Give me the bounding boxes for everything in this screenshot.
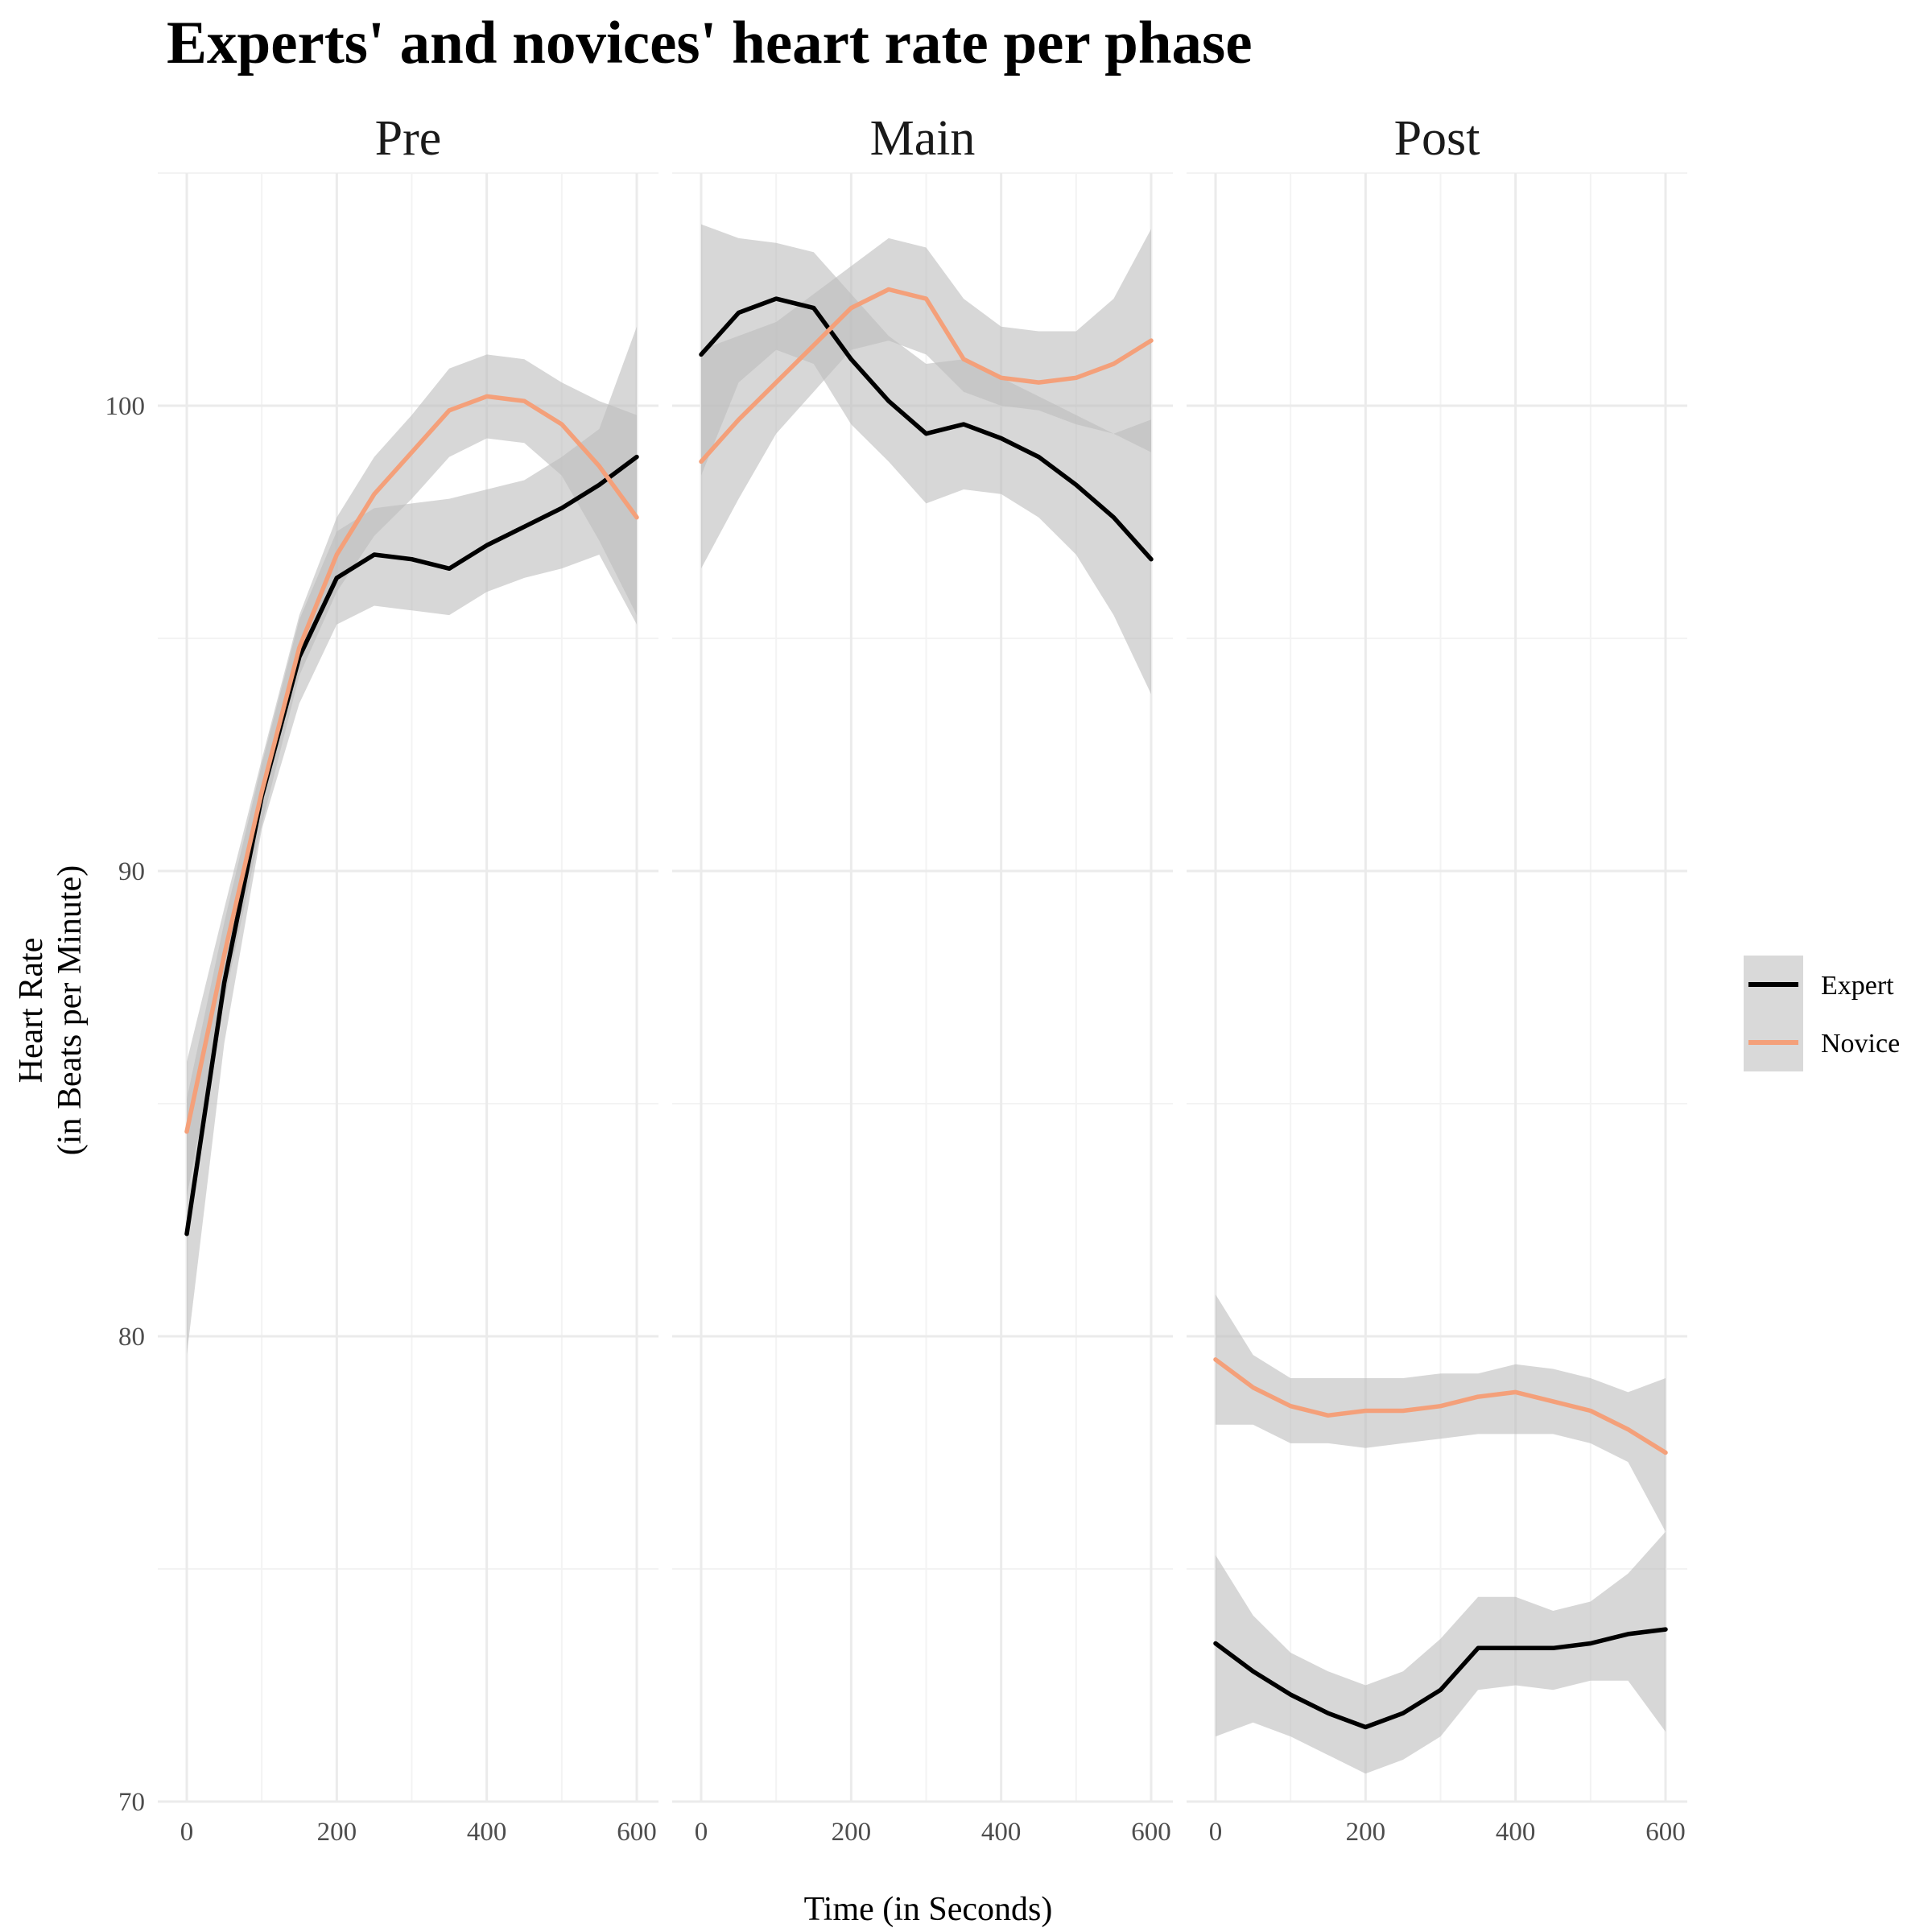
- x-tick-label-600: 600: [1131, 1818, 1171, 1847]
- series-line-novice-pre: [184, 394, 639, 1134]
- legend-label-expert: Expert: [1821, 971, 1894, 1001]
- strip-label-pre: Pre: [375, 111, 442, 166]
- x-tick-label-400: 400: [467, 1818, 507, 1847]
- confidence-band-novice-pre: [187, 354, 637, 1197]
- x-tick-label-600: 600: [617, 1818, 657, 1847]
- strip-label-main: Main: [870, 111, 976, 166]
- y-tick-label-90: 90: [118, 857, 145, 886]
- x-tick-label-200: 200: [832, 1818, 872, 1847]
- confidence-band-expert-pre: [187, 326, 637, 1356]
- x-tick-label-600: 600: [1645, 1818, 1686, 1847]
- strip-label-post: Post: [1394, 111, 1480, 166]
- chart-title: Experts' and novices' heart rate per pha…: [167, 10, 1253, 76]
- y-axis-title-line-1: Heart Rate: [13, 938, 50, 1084]
- panel-post: Post 0 200 400 600: [1187, 111, 1687, 1847]
- x-axis-title: Time (in Seconds): [804, 1891, 1053, 1928]
- x-tick-label-400: 400: [981, 1818, 1022, 1847]
- legend: Expert Novice: [1744, 956, 1900, 1071]
- x-tick-label-0: 0: [1209, 1818, 1223, 1847]
- confidence-band-novice-main: [701, 229, 1151, 569]
- y-tick-label-70: 70: [118, 1788, 145, 1817]
- panel-pre: Pre 0 200 400 600 70 80 90 100: [105, 111, 658, 1847]
- series-line-expert-post: [1213, 1627, 1668, 1730]
- y-axis-title-line-2: (in Beats per Minute): [52, 865, 89, 1155]
- y-axis-title: Heart Rate (in Beats per Minute): [13, 865, 89, 1155]
- panel-main: Main 0 200 400 600: [672, 111, 1173, 1847]
- x-tick-label-200: 200: [1346, 1818, 1386, 1847]
- series-line-novice-post: [1213, 1357, 1668, 1455]
- x-tick-label-200: 200: [317, 1818, 357, 1847]
- legend-label-novice: Novice: [1821, 1029, 1900, 1059]
- y-tick-label-100: 100: [105, 392, 146, 421]
- y-tick-label-80: 80: [118, 1323, 145, 1352]
- x-tick-label-0: 0: [695, 1818, 708, 1847]
- confidence-band-novice-post: [1216, 1294, 1666, 1532]
- x-tick-label-0: 0: [180, 1818, 194, 1847]
- series-line-novice-main: [699, 287, 1154, 464]
- x-tick-label-400: 400: [1496, 1818, 1536, 1847]
- series-line-expert-main: [699, 296, 1154, 562]
